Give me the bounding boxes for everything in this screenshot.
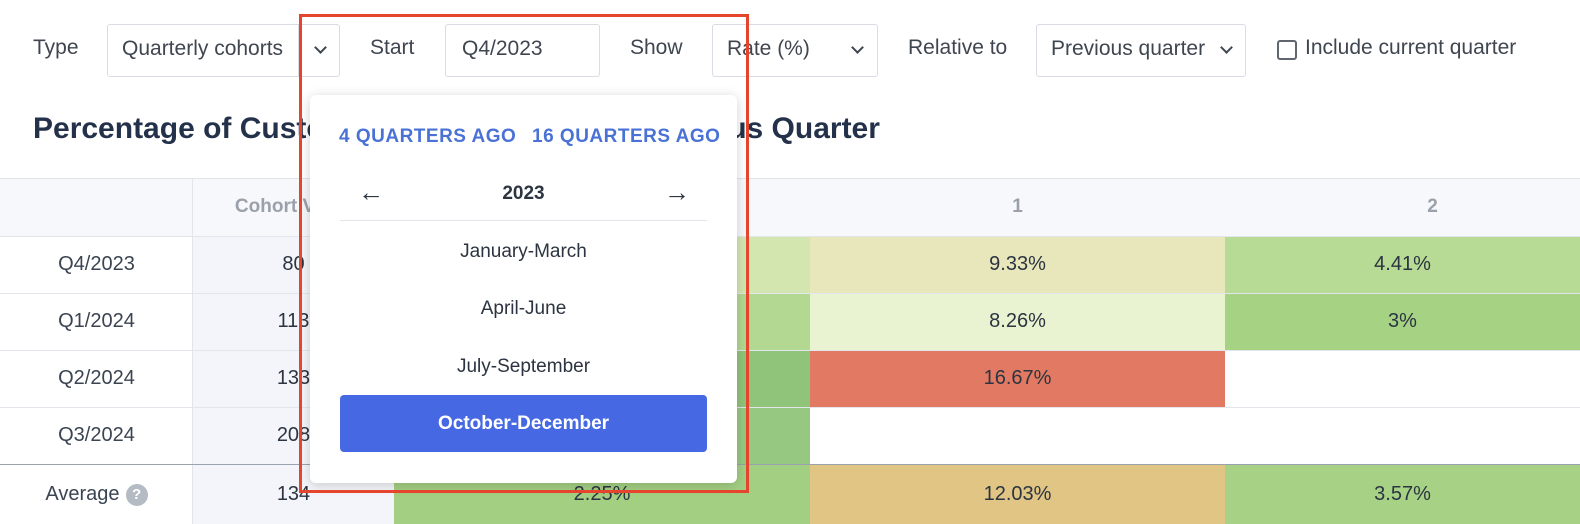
header-period-2: 2 xyxy=(1427,196,1438,217)
row-divider xyxy=(0,178,1580,179)
average-rate-cell: 3.57% xyxy=(1225,465,1580,524)
row-label: Q2/2024 xyxy=(58,367,135,389)
average-label: Average xyxy=(45,483,120,505)
relative-select[interactable]: Previous quarter xyxy=(1036,24,1246,77)
include-current-label[interactable]: Include current quarter xyxy=(1305,36,1517,59)
relative-label: Relative to xyxy=(908,36,1008,59)
average-divider xyxy=(0,464,1580,465)
cohort-table: Cohort Value 1 2 Q4/2023 80 9.33% 4.41% … xyxy=(0,178,1580,524)
row-divider xyxy=(0,236,1580,237)
select-divider xyxy=(298,25,299,76)
average-row-label: Average ? xyxy=(0,465,193,524)
row-divider xyxy=(0,293,1580,294)
rate-cell: 9.33% xyxy=(810,236,1225,293)
rate-cell: 3% xyxy=(1225,293,1580,350)
row-divider xyxy=(0,350,1580,351)
show-select-value: Rate (%) xyxy=(727,37,810,60)
quarter-option-q2[interactable]: April-June xyxy=(480,297,567,319)
row-label: Q3/2024 xyxy=(58,424,135,446)
row-divider xyxy=(0,407,1580,408)
picker-divider xyxy=(340,220,707,221)
sixteen-quarters-ago-link[interactable]: 16 QUARTERS AGO xyxy=(532,126,721,147)
show-label: Show xyxy=(630,36,683,59)
average-rate-cell: 12.03% xyxy=(810,465,1225,524)
rate-cell: 4.41% xyxy=(1225,236,1580,293)
start-label: Start xyxy=(370,36,415,59)
type-select[interactable]: Quarterly cohorts xyxy=(107,24,340,77)
row-label: Q1/2024 xyxy=(58,310,135,332)
include-current-checkbox[interactable] xyxy=(1277,40,1297,60)
arrow-right-icon[interactable]: → xyxy=(664,177,690,207)
table-header-row xyxy=(0,178,1580,236)
rate-cell: 8.26% xyxy=(810,293,1225,350)
type-label: Type xyxy=(33,36,79,59)
quarter-picker-popover: 4 QUARTERS AGO 16 QUARTERS AGO ← 2023 → … xyxy=(310,95,737,483)
rate-cell xyxy=(1225,350,1580,407)
quarter-option-q3[interactable]: July-September xyxy=(456,355,591,377)
chevron-down-icon[interactable] xyxy=(314,41,327,54)
quarter-option-q4[interactable]: October-December xyxy=(340,395,707,452)
relative-select-value: Previous quarter xyxy=(1051,37,1206,60)
rate-cell: 16.67% xyxy=(810,350,1225,407)
help-icon[interactable]: ? xyxy=(125,483,148,506)
toolbar: Type Quarterly cohorts Start Q4/2023 Sho… xyxy=(0,0,1580,100)
chevron-down-icon[interactable] xyxy=(1220,41,1233,54)
type-select-value: Quarterly cohorts xyxy=(122,37,284,60)
row-label: Q4/2023 xyxy=(58,253,135,275)
four-quarters-ago-link[interactable]: 4 QUARTERS AGO xyxy=(339,126,517,147)
quarter-option-q1[interactable]: January-March xyxy=(460,240,587,262)
start-input[interactable]: Q4/2023 xyxy=(445,24,600,77)
picker-year: 2023 xyxy=(502,183,545,204)
show-select[interactable]: Rate (%) xyxy=(712,24,878,77)
arrow-left-icon[interactable]: ← xyxy=(358,177,384,207)
header-period-1: 1 xyxy=(1012,196,1023,217)
start-input-value: Q4/2023 xyxy=(462,37,543,60)
chevron-down-icon[interactable] xyxy=(851,41,864,54)
column-divider xyxy=(192,178,193,524)
